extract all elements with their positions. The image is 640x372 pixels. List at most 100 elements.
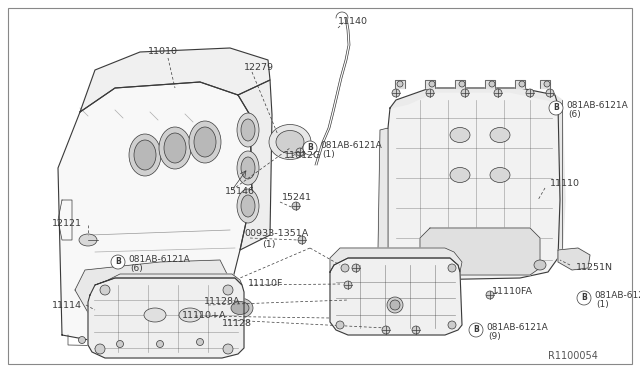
- Text: 15241: 15241: [282, 193, 312, 202]
- Ellipse shape: [490, 128, 510, 142]
- Circle shape: [429, 81, 435, 87]
- Ellipse shape: [134, 140, 156, 170]
- Polygon shape: [515, 80, 525, 88]
- Circle shape: [546, 89, 554, 97]
- Ellipse shape: [79, 234, 97, 246]
- Text: 11012G: 11012G: [284, 151, 321, 160]
- Circle shape: [489, 81, 495, 87]
- Ellipse shape: [164, 133, 186, 163]
- Polygon shape: [395, 80, 405, 88]
- Circle shape: [526, 89, 534, 97]
- Text: B: B: [553, 103, 559, 112]
- Ellipse shape: [450, 167, 470, 183]
- Ellipse shape: [241, 119, 255, 141]
- Circle shape: [494, 89, 502, 97]
- Text: B: B: [115, 257, 121, 266]
- Circle shape: [352, 264, 360, 272]
- Polygon shape: [330, 258, 462, 335]
- Circle shape: [397, 81, 403, 87]
- Polygon shape: [540, 80, 550, 88]
- Text: (1): (1): [596, 301, 609, 310]
- Polygon shape: [388, 88, 560, 280]
- Circle shape: [336, 321, 344, 329]
- Text: 11010: 11010: [148, 48, 178, 57]
- Ellipse shape: [450, 128, 470, 142]
- Text: 11251N: 11251N: [576, 263, 613, 272]
- Circle shape: [387, 297, 403, 313]
- Text: (6): (6): [130, 264, 143, 273]
- Circle shape: [448, 321, 456, 329]
- Circle shape: [111, 255, 125, 269]
- Circle shape: [292, 202, 300, 210]
- Text: 081AB-6121A: 081AB-6121A: [128, 254, 189, 263]
- Ellipse shape: [490, 167, 510, 183]
- Ellipse shape: [241, 157, 255, 179]
- Polygon shape: [58, 82, 252, 342]
- Ellipse shape: [189, 121, 221, 163]
- Text: 11110F: 11110F: [248, 279, 284, 288]
- Circle shape: [519, 81, 525, 87]
- Polygon shape: [80, 48, 270, 112]
- Text: B: B: [473, 326, 479, 334]
- Text: (6): (6): [568, 110, 580, 119]
- Text: B: B: [581, 294, 587, 302]
- Circle shape: [459, 81, 465, 87]
- Circle shape: [382, 326, 390, 334]
- Circle shape: [344, 281, 352, 289]
- Circle shape: [223, 344, 233, 354]
- Polygon shape: [390, 88, 558, 108]
- Text: 11140: 11140: [338, 17, 368, 26]
- Polygon shape: [420, 228, 540, 275]
- Text: 12279: 12279: [244, 64, 274, 73]
- Text: 11128: 11128: [222, 318, 252, 327]
- Ellipse shape: [179, 308, 201, 322]
- Text: 12121: 12121: [52, 219, 82, 228]
- Ellipse shape: [237, 151, 259, 185]
- Polygon shape: [75, 260, 230, 318]
- Circle shape: [296, 148, 304, 156]
- Circle shape: [157, 340, 163, 347]
- Text: R1100054: R1100054: [548, 351, 598, 361]
- Ellipse shape: [534, 260, 546, 270]
- Ellipse shape: [237, 189, 259, 223]
- Polygon shape: [95, 274, 242, 285]
- Ellipse shape: [269, 125, 311, 160]
- Text: 11110+A: 11110+A: [182, 311, 227, 321]
- Text: (1): (1): [322, 151, 335, 160]
- Polygon shape: [425, 80, 435, 88]
- Text: B: B: [307, 144, 313, 153]
- Ellipse shape: [241, 195, 255, 217]
- Polygon shape: [485, 80, 495, 88]
- Circle shape: [223, 285, 233, 295]
- Circle shape: [544, 81, 550, 87]
- Text: 00933-1351A: 00933-1351A: [244, 228, 308, 237]
- Ellipse shape: [129, 134, 161, 176]
- Text: 15146: 15146: [225, 187, 255, 196]
- Circle shape: [100, 285, 110, 295]
- Text: 081AB-6121A: 081AB-6121A: [566, 100, 628, 109]
- Circle shape: [426, 89, 434, 97]
- Circle shape: [549, 101, 563, 115]
- Text: 11128A: 11128A: [204, 298, 241, 307]
- Polygon shape: [330, 248, 462, 272]
- Ellipse shape: [159, 127, 191, 169]
- Ellipse shape: [144, 308, 166, 322]
- Circle shape: [196, 339, 204, 346]
- Circle shape: [95, 344, 105, 354]
- Ellipse shape: [227, 298, 253, 318]
- Text: (1): (1): [262, 241, 275, 250]
- Polygon shape: [378, 128, 388, 252]
- Circle shape: [577, 291, 591, 305]
- Circle shape: [79, 337, 86, 343]
- Polygon shape: [558, 248, 590, 270]
- Ellipse shape: [231, 301, 249, 314]
- Text: 081AB-6121A: 081AB-6121A: [320, 141, 381, 150]
- Text: 081AB-6121A: 081AB-6121A: [594, 291, 640, 299]
- Circle shape: [116, 340, 124, 347]
- Ellipse shape: [276, 131, 304, 154]
- Polygon shape: [555, 95, 565, 260]
- Polygon shape: [88, 278, 244, 358]
- Polygon shape: [455, 80, 465, 88]
- Circle shape: [412, 326, 420, 334]
- Ellipse shape: [237, 113, 259, 147]
